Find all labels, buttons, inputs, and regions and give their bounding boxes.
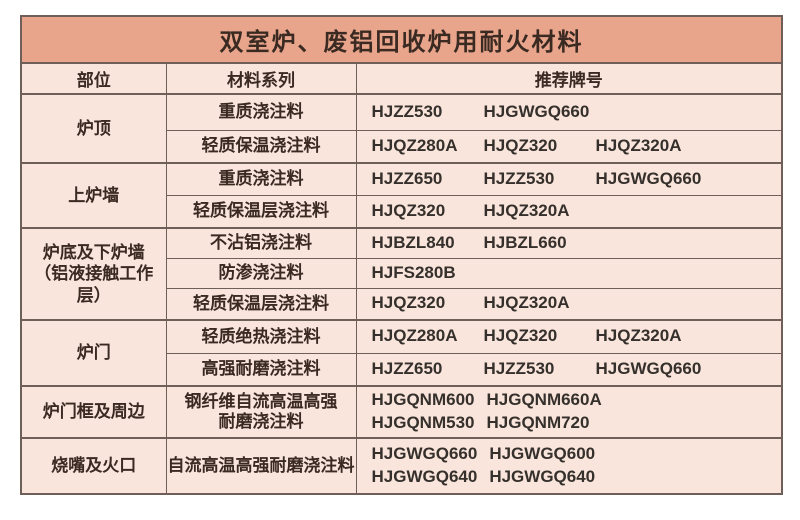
- grade-code: HJGWGQ640: [489, 467, 596, 486]
- series-cell: 高强耐磨浇注料: [165, 352, 357, 387]
- table-row: 轻质保温浇注料 HJQZ280A HJQZ320 HJQZ320A: [21, 129, 783, 164]
- grade-line: HJGWGQ660 HJGWGQ600: [372, 443, 781, 466]
- grade-code: HJGQNM660A: [486, 390, 602, 410]
- grade-code: HJBZL660: [483, 232, 567, 252]
- grades-cell: HJGQNM600 HJGQNM660A HJGQNM530 HJGQNM720: [355, 385, 783, 439]
- grades-cell: HJZZ650 HJZZ530 HJGWGQ660: [355, 352, 783, 387]
- table-title: 双室炉、废铝回收炉用耐火材料: [20, 15, 783, 64]
- grade-code: HJGWGQ640: [371, 467, 478, 486]
- grade-code: HJGQNM720: [486, 413, 590, 432]
- grades-cell: HJBZL840 HJBZL660: [355, 227, 783, 259]
- grade-line: HJQZ320 HJQZ320A: [372, 292, 781, 315]
- column-header-part: 部位: [20, 62, 167, 95]
- series-cell: 重质浇注料: [165, 162, 357, 196]
- grades-cell: HJQZ320 HJQZ320A: [355, 287, 783, 321]
- grades-cell: HJZZ650 HJZZ530 HJGWGQ660: [355, 162, 783, 196]
- table-row: 烧嘴及火口 自流高温高强耐磨浇注料 HJGWGQ660 HJGWGQ600 HJGW…: [20, 437, 783, 495]
- series-cell: 不沾铝浇注料: [165, 227, 357, 259]
- table-row: 轻质保温层浇注料 HJQZ320 HJQZ320A: [21, 287, 783, 321]
- refractory-materials-table: 双室炉、废铝回收炉用耐火材料 部位 材料系列 推荐牌号 炉顶 重质浇注料 HJZ…: [20, 15, 784, 495]
- grade-code: HJGWGQ600: [489, 444, 596, 464]
- grade-code: HJZZ650: [371, 168, 443, 188]
- part-cell-bottom-lower-wall: 炉底及下炉墙 （铝液接触工作层）: [20, 227, 167, 321]
- grade-code: HJQZ320: [371, 200, 446, 220]
- grade-code: HJQZ320: [371, 293, 446, 313]
- part-cell-door-frame: 炉门框及周边: [20, 385, 167, 439]
- grade-code: HJGQNM600: [371, 390, 475, 410]
- series-cell: 钢纤维自流高温高强 耐磨浇注料: [165, 385, 357, 439]
- part-cell-burner-port: 烧嘴及火口: [20, 437, 167, 495]
- series-cell: 防渗浇注料: [165, 257, 357, 289]
- table-row: 炉底及下炉墙 （铝液接触工作层） 不沾铝浇注料 HJBZL840 HJBZL660: [20, 227, 783, 321]
- grade-code: HJZZ530: [483, 168, 555, 188]
- grade-code: HJQZ320: [483, 326, 558, 346]
- grade-code: HJGWGQ660: [371, 444, 478, 464]
- grade-line: HJZZ650 HJZZ530 HJGWGQ660: [372, 168, 781, 191]
- column-header-grades: 推荐牌号: [355, 62, 783, 95]
- grade-code: HJQZ320A: [595, 326, 682, 346]
- series-cell: 轻质绝热浇注料: [165, 319, 357, 354]
- grades-cell: HJQZ320 HJQZ320A: [355, 194, 783, 229]
- table-row: 轻质保温层浇注料 HJQZ320 HJQZ320A: [21, 194, 783, 229]
- grade-line: HJGQNM600 HJGQNM660A: [372, 389, 781, 412]
- grade-code: HJBZL840: [371, 232, 455, 252]
- grade-code: HJQZ320A: [595, 135, 682, 155]
- grade-code: HJGWGQ660: [483, 101, 590, 121]
- series-cell: 轻质保温层浇注料: [165, 194, 357, 229]
- grade-code: HJZZ530: [371, 101, 443, 121]
- table-row: 炉门框及周边 钢纤维自流高温高强 耐磨浇注料 HJGQNM600 HJGQNM66…: [20, 385, 783, 439]
- grade-code: HJQZ320A: [483, 200, 570, 220]
- table-row: 炉门 轻质绝热浇注料 HJQZ280A HJQZ320 HJQZ320A: [20, 319, 783, 387]
- grade-line: HJGWGQ640 HJGWGQ640: [372, 466, 781, 489]
- grade-code: HJZZ530: [483, 358, 555, 378]
- table-row: 上炉墙 重质浇注料 HJZZ650 HJZZ530 HJGWGQ660: [20, 162, 783, 229]
- grade-code: HJFS280B: [371, 262, 456, 282]
- grade-code: HJGWGQ660: [595, 168, 702, 188]
- table-row: 高强耐磨浇注料 HJZZ650 HJZZ530 HJGWGQ660: [21, 352, 783, 387]
- grade-code: HJZZ650: [371, 358, 443, 378]
- grade-code: HJGQNM530: [371, 413, 475, 432]
- grades-cell: HJQZ280A HJQZ320 HJQZ320A: [355, 319, 783, 354]
- column-header-series: 材料系列: [165, 62, 357, 95]
- grade-line: HJQZ280A HJQZ320 HJQZ320A: [372, 325, 781, 348]
- series-cell: 自流高温高强耐磨浇注料: [165, 437, 357, 495]
- grade-code: HJQZ320: [483, 135, 558, 155]
- grades-cell: HJQZ280A HJQZ320 HJQZ320A: [355, 129, 783, 164]
- grades-cell: HJFS280B: [355, 257, 783, 289]
- grade-code: HJQZ280A: [371, 326, 458, 346]
- grade-code: HJGWGQ660: [595, 358, 702, 378]
- series-cell: 重质浇注料: [165, 93, 357, 131]
- part-cell-upper-wall: 上炉墙: [20, 162, 167, 229]
- grade-line: HJBZL840 HJBZL660: [372, 232, 781, 255]
- part-cell-furnace-top: 炉顶: [20, 93, 167, 164]
- grades-cell: HJGWGQ660 HJGWGQ600 HJGWGQ640 HJGWGQ640: [355, 437, 783, 495]
- part-cell-furnace-door: 炉门: [20, 319, 167, 387]
- grades-cell: HJZZ530 HJGWGQ660: [355, 93, 783, 131]
- table-row: 炉顶 重质浇注料 HJZZ530 HJGWGQ660: [20, 93, 783, 164]
- grade-code: HJQZ320A: [483, 293, 570, 313]
- grade-line: HJZZ650 HJZZ530 HJGWGQ660: [372, 358, 781, 381]
- series-cell: 轻质保温层浇注料: [165, 287, 357, 321]
- series-cell: 轻质保温浇注料: [165, 129, 357, 164]
- grade-line: HJQZ280A HJQZ320 HJQZ320A: [372, 135, 781, 158]
- grade-code: HJQZ280A: [371, 135, 458, 155]
- grade-line: HJGQNM530 HJGQNM720: [372, 412, 781, 435]
- grade-line: HJQZ320 HJQZ320A: [372, 200, 781, 223]
- grade-line: HJZZ530 HJGWGQ660: [372, 101, 781, 124]
- grade-line: HJFS280B: [372, 262, 781, 285]
